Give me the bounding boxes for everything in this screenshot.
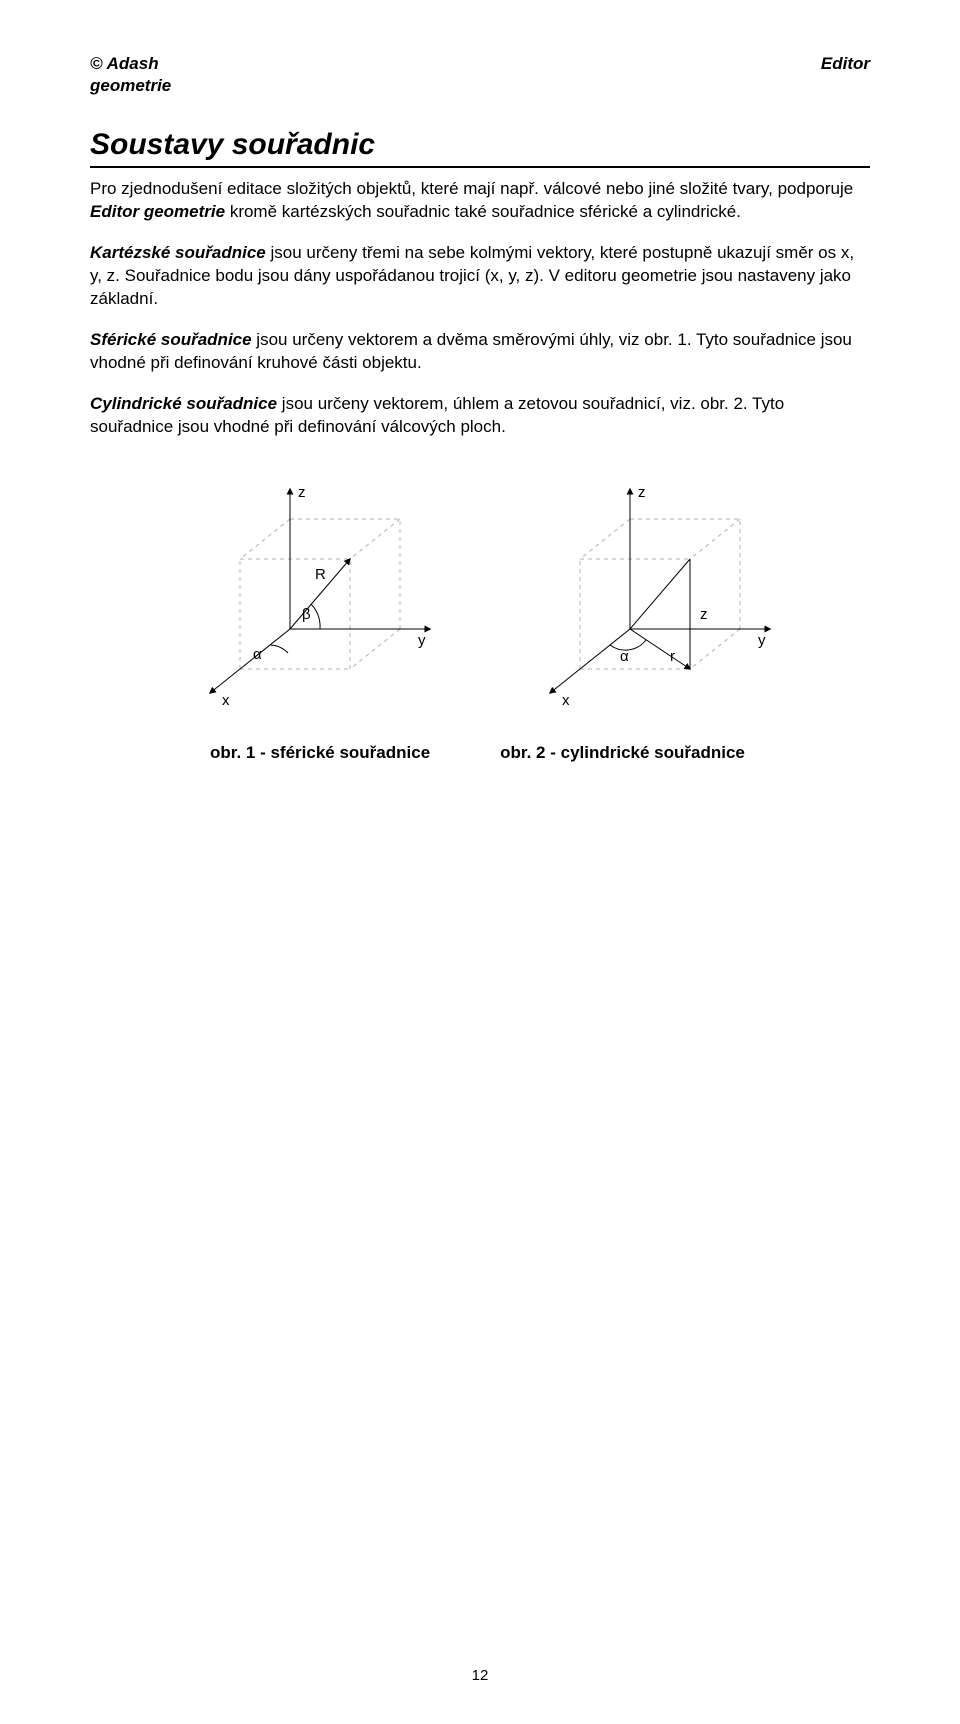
alpha-label: α <box>253 646 262 663</box>
paragraph-cylindrical: Cylindrické souřadnice jsou určeny vekto… <box>90 393 870 439</box>
p1-pre: Pro zjednodušení editace složitých objek… <box>90 179 853 198</box>
r-label: r <box>670 648 675 665</box>
p2-emphasis: Kartézské souřadnice <box>90 243 266 262</box>
axis-z-label: z <box>638 484 646 501</box>
labels: z y x z r α <box>562 484 766 709</box>
p1-emphasis: Editor geometrie <box>90 202 225 221</box>
alpha-arc <box>270 645 288 653</box>
paragraph-spherical: Sférické souřadnice jsou určeny vektorem… <box>90 329 870 375</box>
alpha-label: α <box>620 648 629 665</box>
spherical-diagram: z y x R α β <box>170 469 470 729</box>
caption-fig1: obr. 1 - sférické souřadnice <box>210 743 430 763</box>
beta-arc <box>311 604 320 629</box>
figure-spherical: z y x R α β <box>170 469 470 729</box>
captions-row: obr. 1 - sférické souřadnice obr. 2 - cy… <box>90 743 870 763</box>
figures-row: z y x R α β <box>90 469 870 729</box>
page-header: © Adash Editor <box>90 54 870 74</box>
cylindrical-diagram: z y x z r α <box>510 469 810 729</box>
p1-post: kromě kartézských souřadnic také souřadn… <box>225 202 741 221</box>
caption-fig2: obr. 2 - cylindrické souřadnice <box>500 743 745 763</box>
paragraph-intro: Pro zjednodušení editace složitých objek… <box>90 178 870 224</box>
figure-cylindrical: z y x z r α <box>510 469 810 729</box>
axis-z-label: z <box>298 484 306 501</box>
r-label: R <box>315 566 326 583</box>
page-title: Soustavy souřadnic <box>90 128 870 162</box>
header-right: Editor <box>821 54 870 74</box>
z-inner-label: z <box>700 606 708 623</box>
axes <box>550 489 770 693</box>
axis-x-label: x <box>222 692 230 709</box>
p3-emphasis: Sférické souřadnice <box>90 330 252 349</box>
r-vector <box>630 629 690 669</box>
p4-emphasis: Cylindrické souřadnice <box>90 394 277 413</box>
page-number: 12 <box>0 1667 960 1684</box>
axis-y-label: y <box>418 632 426 649</box>
beta-label: β <box>302 606 311 623</box>
labels: z y x R α β <box>222 484 426 709</box>
header-left-line1: © Adash <box>90 54 159 74</box>
title-underline <box>90 166 870 168</box>
header-left-line2: geometrie <box>90 76 870 96</box>
axis-x-label: x <box>562 692 570 709</box>
axis-y-label: y <box>758 632 766 649</box>
axes <box>210 489 430 693</box>
position-vector <box>630 559 690 629</box>
paragraph-cartesian: Kartézské souřadnice jsou určeny třemi n… <box>90 242 870 311</box>
